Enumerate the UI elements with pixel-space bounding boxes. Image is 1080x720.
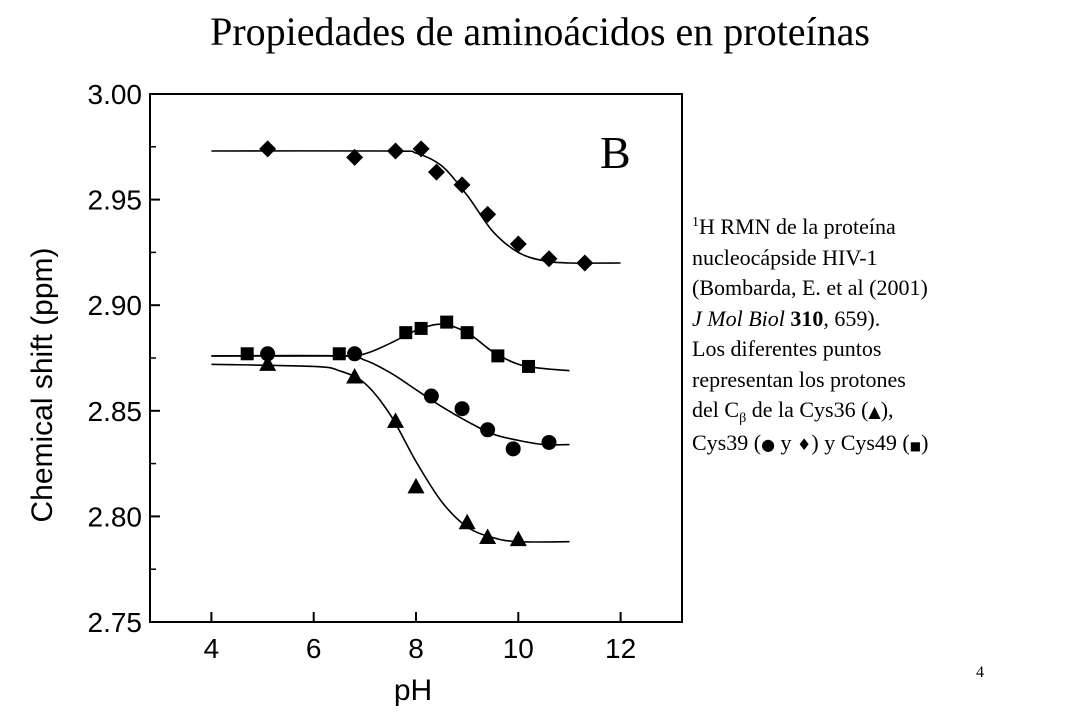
triangle-symbol: ▲ bbox=[868, 402, 881, 421]
caption-line-8: Cys39 (● y ♦) y Cys49 (■) bbox=[692, 429, 929, 455]
triangle-point bbox=[387, 412, 405, 428]
square-point bbox=[240, 347, 254, 361]
x-tick-label: 10 bbox=[503, 633, 534, 664]
diamond-point bbox=[509, 235, 527, 253]
square-point bbox=[332, 347, 346, 361]
diamond-point bbox=[412, 140, 430, 158]
y-axis-title: Chemical shift (ppm) bbox=[26, 247, 59, 522]
circle-point bbox=[505, 441, 521, 457]
panel-label: B bbox=[600, 127, 631, 178]
triangle-point bbox=[407, 477, 425, 494]
square-point bbox=[491, 349, 505, 363]
circle-point bbox=[480, 422, 496, 438]
square-symbol: ■ bbox=[909, 438, 922, 453]
caption-line-3: (Bombarda, E. et al (2001) bbox=[692, 275, 928, 300]
diamond-point bbox=[576, 254, 594, 272]
circle-symbol: ● bbox=[761, 434, 776, 454]
diamond-point bbox=[479, 205, 497, 223]
diamond-point bbox=[453, 176, 471, 194]
x-tick-label: 4 bbox=[204, 633, 220, 664]
page-number: 4 bbox=[976, 664, 984, 681]
caption-line-2: nucleocápside HIV-1 bbox=[692, 244, 878, 270]
fit-curve-triangle bbox=[211, 363, 570, 543]
y-tick-label: 2.90 bbox=[88, 290, 143, 321]
square-point bbox=[460, 326, 474, 340]
circle-point bbox=[347, 346, 363, 362]
diamond-symbol: ♦ bbox=[797, 434, 812, 454]
y-tick-label: 3.00 bbox=[88, 79, 143, 110]
diamond-point bbox=[427, 163, 445, 181]
square-point bbox=[399, 326, 413, 340]
y-tick-label: 2.85 bbox=[88, 396, 143, 427]
diamond-point bbox=[387, 142, 405, 160]
caption-line-7: del Cβ de la Cys36 (▲), bbox=[692, 397, 894, 426]
square-point bbox=[522, 359, 536, 373]
figure-caption: 1H RMN de la proteína nucleocápside HIV-… bbox=[692, 212, 1072, 461]
square-point bbox=[414, 321, 428, 335]
triangle-point bbox=[346, 368, 364, 384]
caption-line-1: 1H RMN de la proteína bbox=[692, 214, 896, 239]
triangle-point bbox=[479, 528, 497, 545]
caption-line-5: Los diferentes puntos bbox=[692, 336, 882, 361]
circle-point bbox=[423, 388, 439, 404]
diamond-point bbox=[259, 140, 277, 158]
fit-curve-diamond bbox=[211, 150, 621, 264]
x-tick-label: 8 bbox=[408, 633, 424, 664]
x-tick-label: 6 bbox=[306, 633, 322, 664]
circle-point bbox=[454, 401, 470, 417]
data-points bbox=[240, 140, 594, 547]
diamond-point bbox=[346, 148, 364, 166]
triangle-point bbox=[458, 513, 476, 530]
x-tick-label: 12 bbox=[605, 633, 636, 664]
caption-line-4: J Mol Biol 310, 659). bbox=[692, 305, 881, 331]
x-axis-title: pH bbox=[394, 674, 432, 707]
slide-title: Propiedades de aminoácidos en proteínas bbox=[210, 9, 870, 54]
y-tick-label: 2.95 bbox=[88, 185, 143, 216]
caption-line-6: representan los protones bbox=[692, 366, 906, 392]
axes: 4 6 8 10 12 2.75 2.80 2.85 2.90 2.95 3.00 bbox=[88, 79, 637, 664]
y-tick-label: 2.80 bbox=[88, 501, 143, 532]
y-tick-label: 2.75 bbox=[88, 607, 143, 638]
square-point bbox=[440, 315, 454, 329]
circle-point bbox=[541, 434, 557, 450]
circle-point bbox=[260, 346, 276, 362]
triangle-point bbox=[509, 530, 527, 547]
diamond-point bbox=[540, 250, 558, 268]
triangle-point bbox=[259, 355, 277, 371]
